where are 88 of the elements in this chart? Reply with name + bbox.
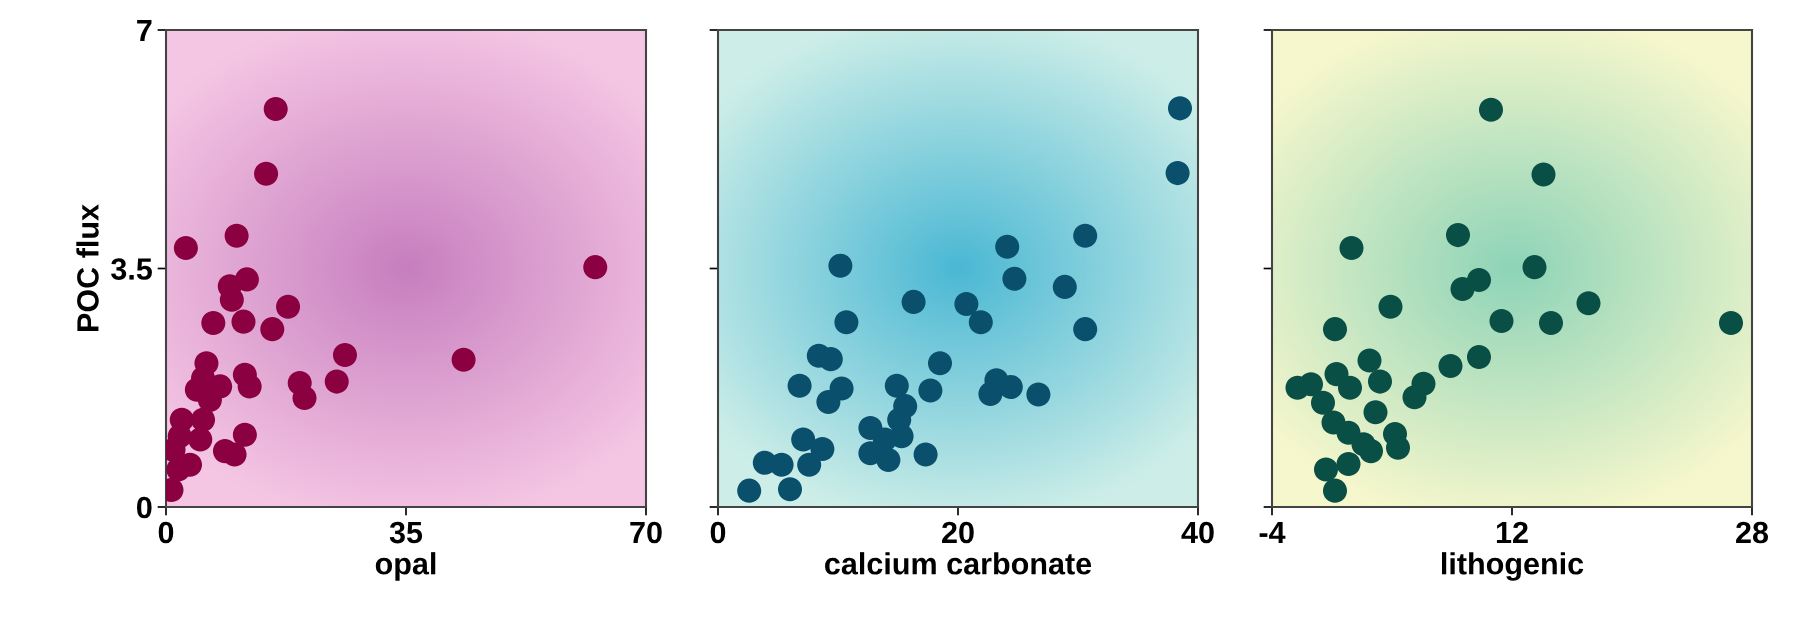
x-tick-label: 12 xyxy=(1496,521,1528,544)
point xyxy=(777,477,803,502)
point xyxy=(1538,310,1564,336)
point xyxy=(816,390,841,415)
y-tick-label: 7 xyxy=(137,20,152,42)
point xyxy=(737,478,762,503)
y-tick-label: 0 xyxy=(137,496,152,519)
point xyxy=(1310,390,1336,415)
point xyxy=(1522,255,1547,280)
point xyxy=(197,387,222,413)
point xyxy=(224,223,249,248)
point xyxy=(1313,457,1339,482)
x-axis-title: opal xyxy=(375,552,436,581)
point xyxy=(1052,274,1077,299)
point xyxy=(1165,161,1190,186)
point xyxy=(292,385,317,410)
x-tick-label: 20 xyxy=(942,521,974,544)
point xyxy=(276,294,301,319)
point xyxy=(787,373,812,398)
point xyxy=(451,347,476,372)
x-axis-title: calcium carbonate xyxy=(825,552,1092,575)
point xyxy=(1402,385,1427,410)
point xyxy=(1466,345,1492,370)
point xyxy=(1358,439,1384,464)
y-axis-title: POC flux xyxy=(76,204,99,331)
point xyxy=(876,447,901,473)
point xyxy=(1363,400,1388,425)
point xyxy=(1298,372,1324,397)
point xyxy=(1336,452,1361,477)
x-tick-label: 70 xyxy=(630,521,662,544)
point xyxy=(260,317,285,342)
point xyxy=(1489,308,1514,333)
x-tick-label: 0 xyxy=(710,521,726,544)
point xyxy=(166,457,191,482)
point xyxy=(1438,353,1463,378)
point xyxy=(1445,223,1471,248)
x-tick-label: -4 xyxy=(1259,522,1286,544)
point xyxy=(332,343,357,368)
point xyxy=(1367,369,1393,394)
x-tick-label: 0 xyxy=(158,521,174,544)
point xyxy=(1322,478,1348,503)
point xyxy=(834,310,859,335)
point xyxy=(968,310,993,335)
point xyxy=(1339,236,1364,261)
point xyxy=(927,351,953,376)
point xyxy=(1531,162,1556,187)
point xyxy=(188,427,213,452)
point xyxy=(254,161,279,186)
point xyxy=(913,442,938,467)
point xyxy=(583,255,608,280)
point xyxy=(810,437,835,462)
point xyxy=(1073,223,1098,248)
point xyxy=(232,422,257,447)
point xyxy=(884,373,909,398)
point xyxy=(1026,382,1051,407)
point xyxy=(995,234,1020,259)
point xyxy=(918,378,943,403)
point xyxy=(1576,291,1601,316)
point xyxy=(1357,348,1382,373)
point xyxy=(263,97,288,122)
y-tick-label: 3.5 xyxy=(111,258,152,280)
point xyxy=(191,407,216,432)
point xyxy=(1450,276,1475,301)
point xyxy=(173,236,198,261)
point xyxy=(324,369,349,394)
point xyxy=(1337,375,1363,400)
point xyxy=(231,309,256,334)
point xyxy=(1167,96,1193,121)
point xyxy=(901,289,926,314)
point xyxy=(954,291,979,316)
point xyxy=(1478,97,1504,122)
point xyxy=(791,427,816,452)
point xyxy=(818,347,843,372)
point xyxy=(1002,266,1027,291)
x-axis-title: lithogenic xyxy=(1442,552,1584,581)
point xyxy=(237,374,262,399)
x-tick-label: 40 xyxy=(1181,521,1214,544)
point xyxy=(978,381,1003,406)
point xyxy=(769,452,794,477)
x-tick-label: 28 xyxy=(1736,521,1769,544)
point xyxy=(1073,317,1098,342)
point xyxy=(1718,310,1744,336)
point xyxy=(1378,294,1403,319)
point xyxy=(1322,317,1348,342)
x-tick-label: 35 xyxy=(389,521,423,544)
point xyxy=(201,310,226,336)
point xyxy=(797,452,822,477)
point xyxy=(828,253,853,278)
